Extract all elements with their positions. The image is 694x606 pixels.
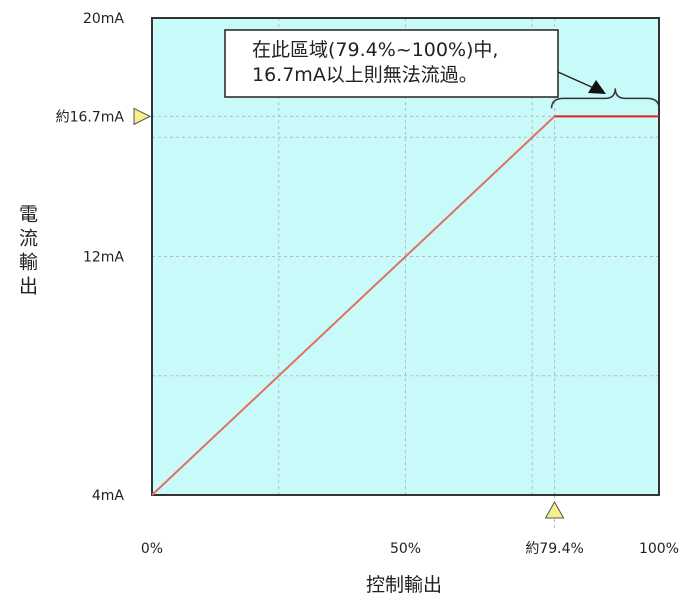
y-tick-label: 約16.7mA: [56, 109, 125, 125]
y-tick-label: 20mA: [83, 11, 124, 27]
y-axis-label: 電流輸出: [16, 204, 38, 300]
x-marker-triangle-icon: [544, 500, 565, 519]
y-tick-label: 12mA: [83, 250, 124, 266]
annotation-text: 在此區域(79.4%~100%)中,: [252, 39, 498, 61]
annotation-box: [224, 29, 559, 98]
annotation-text: 16.7mA以上則無法流過。: [252, 64, 478, 86]
x-axis-label: 控制輸出: [366, 574, 442, 596]
y-marker-triangle-icon: [133, 107, 152, 126]
arrow-head-icon: [588, 80, 606, 94]
x-tick-label: 100%: [639, 541, 679, 557]
x-tick-label: 50%: [390, 541, 421, 557]
plot-border: [151, 17, 660, 496]
annotation-arrow: [557, 71, 597, 90]
series-line: [151, 115, 556, 496]
y-tick-label: 4mA: [92, 488, 125, 504]
x-tick-label: 0%: [141, 541, 163, 557]
x-tick-label: 約79.4%: [525, 541, 583, 557]
